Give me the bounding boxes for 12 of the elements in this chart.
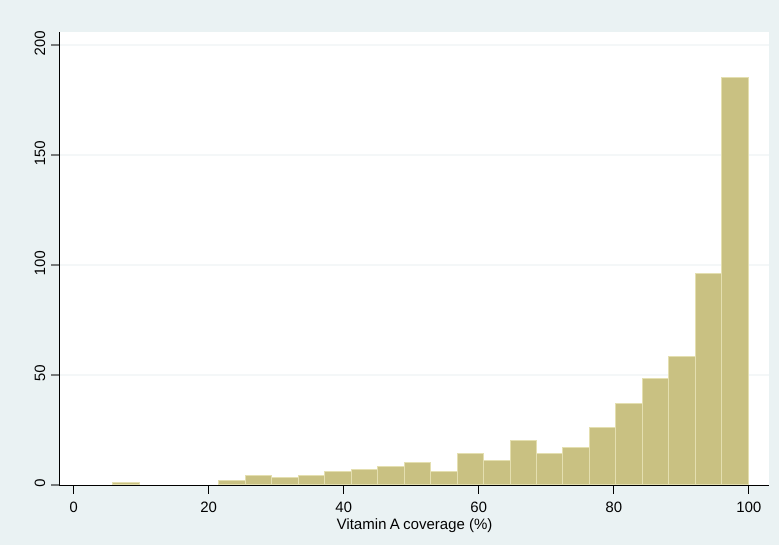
y-tick-label: 0 [32,478,49,487]
y-tick-label: 100 [32,250,49,276]
y-tick-label: 150 [32,140,49,166]
x-tick-label: 20 [200,499,217,516]
x-axis-title: Vitamin A coverage (%) [336,516,492,533]
y-tick-label: 200 [32,30,49,56]
x-tick-label: 60 [470,499,487,516]
x-tick-label: 40 [335,499,352,516]
x-tick-label: 100 [736,499,762,516]
y-tick-label: 50 [32,364,49,382]
x-tick-label: 80 [605,499,622,516]
x-tick-label: 0 [69,499,78,516]
